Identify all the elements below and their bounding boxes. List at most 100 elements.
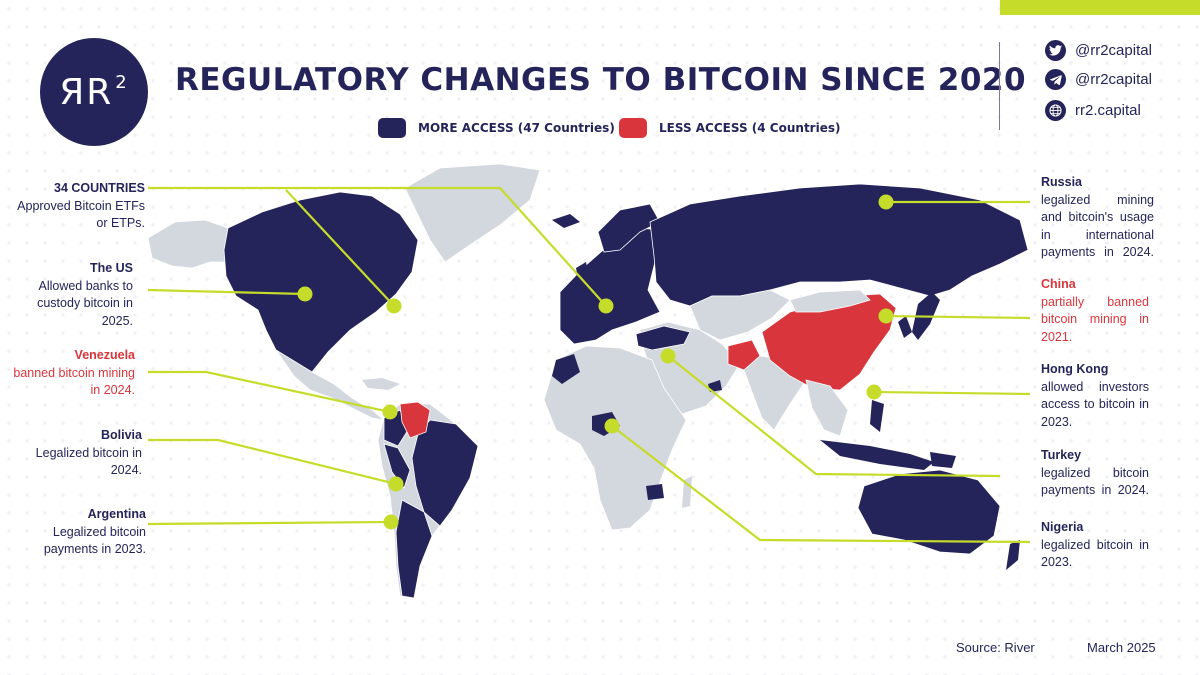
note-etfs: 34 COUNTRIES Approved Bitcoin ETFs or ET…: [10, 180, 145, 233]
note-hongkong-body: allowed investors access to bitcoin in 2…: [1041, 379, 1149, 429]
twitter-handle: @rr2capital: [1075, 42, 1152, 59]
madagascar-shape: [682, 476, 692, 508]
note-russia: Russia legalized mining and bitcoin's us…: [1041, 174, 1154, 262]
logo-text: ЯR: [59, 71, 114, 113]
iceland-shape: [552, 214, 580, 228]
note-russia-heading: Russia: [1041, 175, 1082, 189]
marker-russia: [878, 194, 894, 210]
telegram-handle: @rr2capital: [1075, 71, 1152, 88]
note-etfs-heading: 34 COUNTRIES: [54, 181, 145, 195]
footer-date: March 2025: [1087, 640, 1156, 655]
note-bolivia-body: Legalized bitcoin in 2024.: [35, 445, 142, 478]
note-argentina-heading: Argentina: [87, 507, 146, 521]
note-turkey-body: legalized bitcoin payments in 2024.: [1041, 465, 1149, 498]
china-line: [885, 314, 1031, 320]
note-turkey-heading: Turkey: [1041, 448, 1082, 462]
note-turkey: Turkey legalized bitcoin payments in 202…: [1041, 447, 1149, 500]
indonesia-shape: [820, 440, 934, 470]
scandinavia-shape: [597, 203, 661, 253]
turkey-shape: [635, 325, 691, 351]
marker-bolivia: [388, 476, 404, 492]
morocco-shape: [552, 354, 580, 384]
note-russia-body: legalized mining and bitcoin's usage in …: [1041, 192, 1154, 260]
greenland-shape: [404, 163, 541, 263]
png-shape: [930, 452, 956, 468]
telegram-icon: [1045, 69, 1066, 90]
note-argentina-body: Legalized bitcoin payments in 2023.: [43, 524, 146, 557]
marker-canada: [386, 298, 402, 314]
note-china-body: partially banned bitcoin mining in 2021.: [1041, 294, 1149, 344]
social-telegram[interactable]: @rr2capital: [1045, 69, 1152, 90]
social-website[interactable]: rr2.capital: [1045, 100, 1141, 121]
argentina-line: [147, 520, 392, 526]
us-line: [147, 288, 306, 296]
note-etfs-body: Approved Bitcoin ETFs or ETPs.: [17, 198, 145, 231]
argentina-shape: [395, 499, 433, 599]
note-venezuela-heading: Venezuela: [74, 348, 135, 362]
australia-shape: [857, 469, 1001, 555]
central-asia-shape: [689, 289, 791, 341]
note-hongkong: Hong Kong allowed investors access to bi…: [1041, 361, 1149, 431]
marker-europe: [598, 298, 614, 314]
caribbean-shape: [362, 378, 400, 390]
marker-venezuela: [382, 404, 398, 420]
marker-us: [297, 286, 313, 302]
etf-line-europe: [148, 186, 607, 307]
turkey-line: [667, 355, 1001, 478]
alaska-shape: [147, 219, 229, 269]
logo-superscript: 2: [115, 71, 129, 93]
north-america-shape: [223, 191, 419, 373]
note-bolivia: Bolivia Legalized bitcoin in 2024.: [10, 427, 142, 480]
note-nigeria: Nigeria legalized bitcoin in 2023.: [1041, 519, 1149, 572]
note-argentina: Argentina Legalized bitcoin payments in …: [10, 506, 146, 559]
bolivia-line: [148, 438, 397, 486]
globe-icon: [1045, 100, 1066, 121]
new-zealand-shape: [1006, 540, 1020, 570]
venezuela-line: [148, 370, 391, 414]
nigeria-line: [611, 425, 1031, 544]
philippines-shape: [870, 400, 884, 432]
hongkong-line: [873, 390, 1031, 396]
social-twitter[interactable]: @rr2capital: [1045, 40, 1152, 61]
zimbabwe-shape: [646, 484, 664, 500]
note-hongkong-heading: Hong Kong: [1041, 362, 1109, 376]
legend-more-access: MORE ACCESS (47 Countries): [378, 118, 615, 138]
callout-lines: [147, 186, 1031, 544]
footer-source: Source: River: [956, 640, 1035, 655]
legend-more-label: MORE ACCESS (47 Countries): [418, 121, 615, 135]
note-bolivia-heading: Bolivia: [101, 428, 142, 442]
marker-argentina: [383, 514, 399, 530]
marker-turkey: [660, 348, 676, 364]
brazil-shape: [411, 419, 479, 527]
uae-shape: [708, 380, 722, 392]
note-us: The US Allowed banks to custody bitcoin …: [10, 260, 133, 330]
central-america-shape: [275, 349, 386, 421]
note-nigeria-body: legalized bitcoin in 2023.: [1041, 537, 1149, 570]
note-us-body: Allowed banks to custody bitcoin in 2025…: [37, 278, 133, 328]
marker-hongkong: [866, 384, 882, 400]
note-venezuela: Venezuela banned bitcoin mining in 2024.: [10, 347, 135, 400]
marker-china: [878, 308, 894, 324]
legend-less-swatch: [619, 118, 647, 138]
note-china: China partially banned bitcoin mining in…: [1041, 276, 1149, 346]
page-title: REGULATORY CHANGES TO BITCOIN SINCE 2020: [175, 62, 1027, 98]
africa-shape: [543, 345, 687, 531]
venezuela-shape: [399, 401, 431, 439]
map-land: [147, 163, 1029, 599]
accent-bar: [1000, 0, 1200, 15]
note-us-heading: The US: [89, 261, 133, 275]
callout-markers: [297, 194, 894, 530]
marker-nigeria: [604, 418, 620, 434]
etf-line-canada: [285, 189, 395, 307]
southeast-asia-shape: [805, 379, 849, 437]
note-nigeria-heading: Nigeria: [1041, 520, 1084, 534]
rr2-logo: ЯR 2: [40, 38, 148, 146]
note-china-heading: China: [1041, 277, 1076, 291]
peru-shape: [383, 443, 411, 489]
note-venezuela-body: banned bitcoin mining in 2024.: [13, 365, 135, 398]
legend-more-swatch: [378, 118, 406, 138]
legend-less-access: LESS ACCESS (4 Countries): [619, 118, 840, 138]
website-url: rr2.capital: [1075, 102, 1141, 119]
mongolia-shape: [789, 289, 871, 313]
header-divider: [999, 42, 1000, 130]
